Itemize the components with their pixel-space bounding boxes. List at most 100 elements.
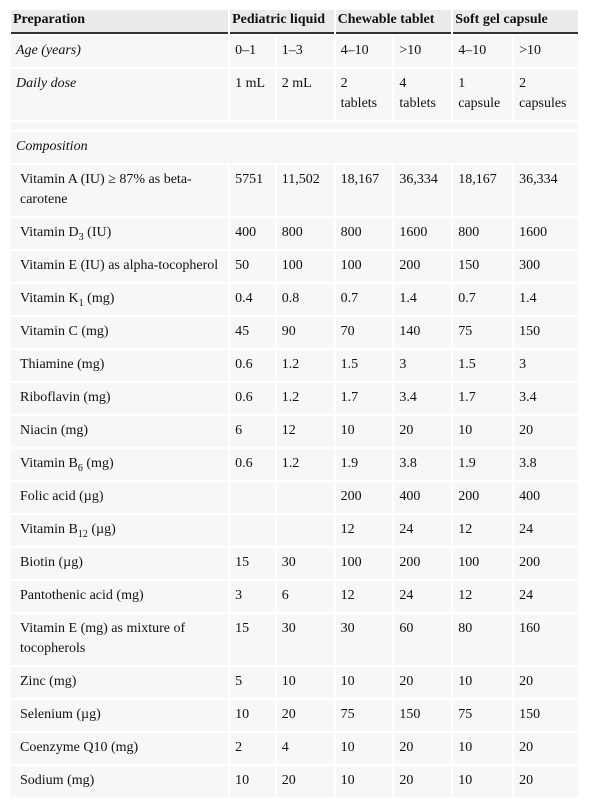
- row-label: Vitamin E (mg) as mixture of tocopherols: [11, 614, 229, 665]
- nutrient-row: Thiamine (mg) 0.6 1.2 1.5 3 1.5 3: [11, 350, 578, 381]
- cell: 3.8: [514, 449, 578, 480]
- spacer-row: [11, 122, 578, 130]
- row-label: Biotin (µg): [11, 548, 229, 579]
- cell: 24: [394, 515, 452, 546]
- cell: 800: [335, 218, 393, 249]
- dose-row: Daily dose 1 mL 2 mL 2 tablets 4 tablets 1 ca…: [11, 69, 578, 120]
- cell: 60: [394, 614, 452, 665]
- nutrient-row: Vitamin B12 (µg) 12 24 12 24: [11, 515, 578, 546]
- cell: 1 capsule: [453, 69, 513, 120]
- row-label: Sodium (mg): [11, 766, 229, 797]
- nutrient-row: Vitamin A (IU) ≥ 87% as beta-carotene 575…: [11, 165, 578, 216]
- section-row: Composition: [11, 132, 578, 163]
- cell: 10: [335, 667, 393, 698]
- cell: 18,167: [453, 165, 513, 216]
- cell: 400: [514, 482, 578, 513]
- cell: 100: [335, 548, 393, 579]
- cell: 36,334: [394, 165, 452, 216]
- cell: 15: [230, 614, 275, 665]
- cell: 20: [514, 416, 578, 447]
- row-label: Riboflavin (mg): [11, 383, 229, 414]
- cell: 20: [514, 733, 578, 764]
- cell: 800: [453, 218, 513, 249]
- nutrient-table: Preparation Pediatric liquid Chewable ta…: [9, 8, 580, 799]
- cell: 18,167: [335, 165, 393, 216]
- row-label: Vitamin K1 (mg): [11, 284, 229, 315]
- cell: >10: [394, 36, 452, 67]
- cell: 0.4: [230, 284, 275, 315]
- label-subscript: 12: [77, 528, 88, 540]
- cell: 10: [335, 766, 393, 797]
- cell: 1.4: [514, 284, 578, 315]
- label-name: Vitamin B: [20, 456, 78, 471]
- cell: [276, 515, 334, 546]
- label-subscript: 6: [77, 462, 83, 474]
- cell: 30: [276, 614, 334, 665]
- cell: 0.6: [230, 383, 275, 414]
- cell: 150: [514, 317, 578, 348]
- cell: >10: [514, 36, 578, 67]
- label-unit: (µg): [87, 522, 116, 537]
- cell: 20: [514, 766, 578, 797]
- cell: 1–3: [276, 36, 334, 67]
- cell: 80: [453, 614, 513, 665]
- nutrient-row: Pantothenic acid (mg) 3 6 12 24 12 24: [11, 581, 578, 612]
- row-label: Coenzyme Q10 (mg): [11, 733, 229, 764]
- cell: 5: [230, 667, 275, 698]
- cell: 75: [453, 700, 513, 731]
- cell: 0.6: [230, 350, 275, 381]
- nutrient-row: Zinc (mg) 5 10 10 20 10 20: [11, 667, 578, 698]
- nutrient-row: Riboflavin (mg) 0.6 1.2 1.7 3.4 1.7 3.4: [11, 383, 578, 414]
- header-cell: Pediatric liquid: [230, 10, 334, 34]
- header-cell: Soft gel capsule: [453, 10, 578, 34]
- cell: 200: [394, 548, 452, 579]
- cell: 1600: [394, 218, 452, 249]
- cell: 10: [230, 766, 275, 797]
- cell: 100: [276, 251, 334, 282]
- spacer-cell: [11, 122, 578, 130]
- cell: 3: [394, 350, 452, 381]
- row-label: Thiamine (mg): [11, 350, 229, 381]
- cell: 3.4: [514, 383, 578, 414]
- label-unit: (mg): [83, 291, 115, 306]
- cell: 0.7: [335, 284, 393, 315]
- cell: 150: [514, 700, 578, 731]
- cell: 20: [276, 700, 334, 731]
- cell: 1.9: [335, 449, 393, 480]
- cell: 3: [514, 350, 578, 381]
- header-cell: Preparation: [11, 10, 229, 34]
- cell: 50: [230, 251, 275, 282]
- cell: 12: [335, 515, 393, 546]
- cell: 10: [230, 700, 275, 731]
- nutrient-row: Folic acid (µg) 200 400 200 400: [11, 482, 578, 513]
- cell: 1.5: [453, 350, 513, 381]
- cell: 1.2: [276, 449, 334, 480]
- cell: 45: [230, 317, 275, 348]
- cell: 20: [394, 667, 452, 698]
- cell: 10: [453, 733, 513, 764]
- cell: 140: [394, 317, 452, 348]
- cell: 70: [335, 317, 393, 348]
- cell: 1600: [514, 218, 578, 249]
- row-label: Vitamin E (IU) as alpha-tocopherol: [11, 251, 229, 282]
- label-unit: (IU): [83, 225, 112, 240]
- cell: 20: [394, 733, 452, 764]
- row-label: Daily dose: [11, 69, 229, 120]
- cell: 2: [230, 733, 275, 764]
- cell: 20: [514, 667, 578, 698]
- cell: 1 mL: [230, 69, 275, 120]
- cell: 200: [514, 548, 578, 579]
- cell: 0.8: [276, 284, 334, 315]
- cell: 12: [335, 581, 393, 612]
- cell: 24: [514, 515, 578, 546]
- cell: 0.6: [230, 449, 275, 480]
- cell: 6: [230, 416, 275, 447]
- label-subscript: 3: [78, 231, 84, 243]
- cell: 15: [230, 548, 275, 579]
- nutrient-row: Vitamin E (mg) as mixture of tocopherols…: [11, 614, 578, 665]
- cell: 200: [335, 482, 393, 513]
- cell: 4: [276, 733, 334, 764]
- cell: 10: [335, 416, 393, 447]
- nutrient-row: Vitamin E (IU) as alpha-tocopherol 50 100 1…: [11, 251, 578, 282]
- cell: 10: [453, 766, 513, 797]
